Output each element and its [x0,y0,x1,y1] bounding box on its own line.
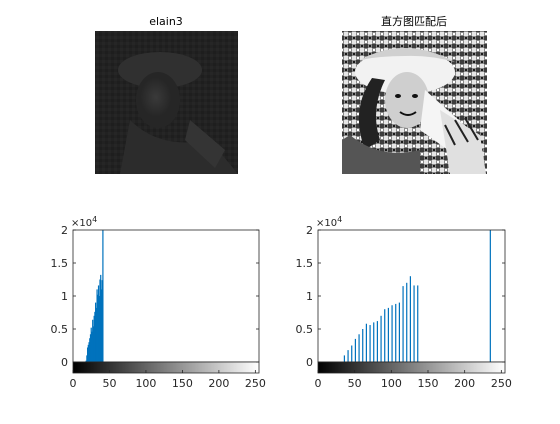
histogram-bar [97,294,99,362]
histogram-bar [100,274,102,362]
histogram-bar [96,289,98,362]
histogram-bar [92,319,94,362]
x-tick-label: 250 [491,377,512,390]
x-tick-label: 150 [172,377,193,390]
y-tick-label: 1.5 [296,257,314,270]
y-axis-multiplier: ×104 [71,215,97,229]
x-tick-label: 100 [135,377,156,390]
x-tick-label: 50 [102,377,116,390]
x-tick-label: 200 [208,377,229,390]
grayscale-colorbar [317,361,506,374]
histogram-bar [376,321,378,362]
histogram-bar [90,327,92,362]
x-tick-label: 50 [348,377,362,390]
x-tick-label: 0 [315,377,322,390]
portrait-image-matched [342,31,487,174]
histogram-bar [402,286,404,362]
x-tick-label: 100 [381,377,402,390]
x-tick-label: 0 [70,377,77,390]
histogram-bar [99,279,101,362]
histogram-bar [373,322,375,362]
y-tick-label: 0.5 [51,323,69,336]
y-tick-label: 2 [61,224,68,237]
histogram-bar [97,285,100,362]
histogram-bar [489,230,491,362]
y-tick-label: 0.5 [296,323,314,336]
y-tick-label: 0 [61,356,68,369]
histogram-bar [87,344,89,362]
histogram-bar [343,355,345,362]
histogram-bar [98,296,100,362]
histogram-bar [358,334,360,362]
histogram-axes-matched: 0 50 100 150 200 250 0 0.5 1 1.5 2×104 [296,215,512,390]
histogram-bar [100,289,103,362]
histogram-bar [362,329,364,362]
histogram-bar [93,315,95,362]
grayscale-colorbar [72,361,260,374]
image-panel-original: elain3 [95,15,238,174]
histogram-bar [92,326,95,362]
y-tick-label: 0 [306,356,313,369]
histogram-bar [354,338,356,362]
histogram-bar [380,315,382,362]
histogram-bar [391,305,393,362]
histogram-bar [91,331,93,362]
y-tick-label: 2 [306,224,313,237]
histogram-bar [94,311,96,362]
histogram-bar [95,302,97,362]
histogram-bar [387,307,389,362]
plot-area [73,230,259,362]
histogram-bar [347,350,349,362]
histogram-bar [88,342,90,362]
histogram-bar [86,355,88,362]
histogram-bar [406,282,408,362]
histogram-bar [95,307,97,362]
histogram-bar [351,345,353,362]
histogram-bar [384,309,386,362]
image-panel-matched: 直方图匹配后 [342,14,487,174]
x-tick-label: 250 [245,377,266,390]
histogram-bar [369,325,371,362]
histogram-axes-original: 0 50 100 150 200 250 0 0.5 1 1.5 2×104 [51,215,266,390]
x-tick-label: 150 [418,377,439,390]
plot-area [318,230,505,362]
histogram-bar [413,285,415,362]
y-tick-label: 1 [306,290,313,303]
histogram-bar [102,230,104,362]
y-tick-label: 1.5 [51,257,69,270]
histogram-bar [398,302,400,362]
y-axis-multiplier: ×104 [316,215,342,229]
histogram-bar [409,276,411,362]
histogram-bar [417,285,419,362]
histogram-bar [395,303,397,362]
image-title-matched: 直方图匹配后 [381,14,447,28]
histogram-bar [85,360,87,362]
histogram-bar [89,338,91,362]
portrait-image-original [95,31,238,174]
histogram-bar [365,323,367,362]
image-title-original: elain3 [149,15,183,28]
histogram-bar [86,347,89,362]
x-tick-label: 200 [454,377,475,390]
y-tick-label: 1 [61,290,68,303]
histogram-bar [101,280,103,362]
histogram-bar [89,334,92,362]
